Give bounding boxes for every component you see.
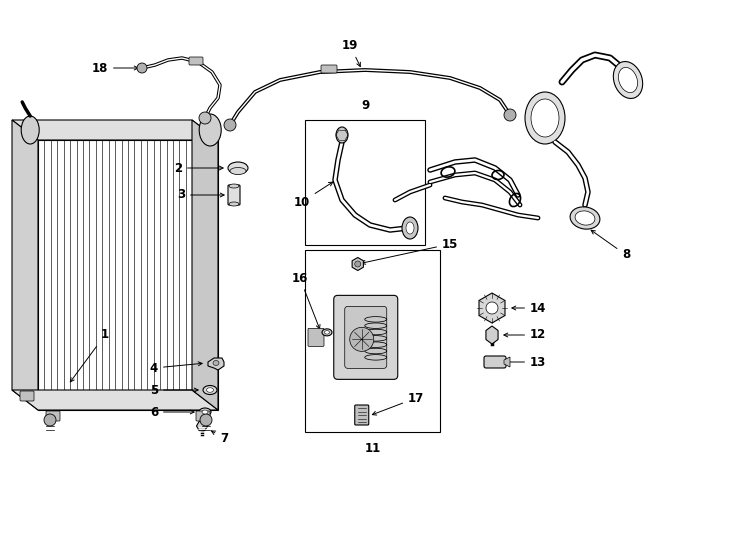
Ellipse shape — [199, 114, 221, 146]
Circle shape — [200, 414, 212, 426]
FancyBboxPatch shape — [308, 328, 324, 346]
Circle shape — [44, 414, 56, 426]
Ellipse shape — [570, 207, 600, 229]
Ellipse shape — [531, 99, 559, 137]
Ellipse shape — [203, 386, 217, 395]
Polygon shape — [12, 120, 38, 410]
Bar — [305, 120, 425, 245]
Ellipse shape — [229, 202, 239, 206]
Text: 17: 17 — [372, 392, 424, 415]
FancyBboxPatch shape — [345, 306, 387, 368]
Ellipse shape — [230, 167, 246, 174]
Ellipse shape — [406, 222, 414, 234]
FancyBboxPatch shape — [484, 356, 506, 368]
Ellipse shape — [228, 162, 248, 174]
Ellipse shape — [229, 184, 239, 188]
Ellipse shape — [402, 217, 418, 239]
FancyBboxPatch shape — [355, 405, 368, 425]
FancyBboxPatch shape — [189, 57, 203, 65]
Text: 1: 1 — [70, 328, 109, 382]
Text: 9: 9 — [361, 99, 369, 112]
Text: 13: 13 — [504, 355, 546, 368]
Text: 16: 16 — [291, 272, 320, 329]
Polygon shape — [192, 120, 218, 410]
Text: 5: 5 — [150, 383, 198, 396]
Ellipse shape — [199, 408, 211, 416]
Text: 3: 3 — [177, 188, 224, 201]
Polygon shape — [479, 293, 505, 323]
Bar — [305, 250, 440, 432]
Text: 2: 2 — [174, 161, 223, 174]
Text: 19: 19 — [342, 39, 360, 66]
Polygon shape — [12, 390, 218, 410]
Ellipse shape — [21, 116, 39, 144]
Ellipse shape — [614, 62, 643, 98]
Text: 7: 7 — [211, 431, 228, 444]
Circle shape — [199, 112, 211, 124]
FancyBboxPatch shape — [196, 411, 210, 421]
Ellipse shape — [202, 410, 208, 414]
Text: 4: 4 — [150, 361, 202, 375]
FancyBboxPatch shape — [321, 65, 337, 73]
Ellipse shape — [336, 127, 348, 143]
Polygon shape — [208, 358, 224, 370]
Text: 14: 14 — [512, 301, 546, 314]
Text: 6: 6 — [150, 406, 194, 419]
Text: 12: 12 — [504, 328, 546, 341]
Ellipse shape — [322, 329, 332, 336]
FancyBboxPatch shape — [46, 411, 60, 421]
Ellipse shape — [324, 330, 330, 334]
Polygon shape — [352, 258, 363, 271]
Polygon shape — [38, 140, 218, 410]
Ellipse shape — [525, 92, 565, 144]
Text: 8: 8 — [591, 230, 631, 261]
Text: 18: 18 — [92, 62, 138, 75]
Polygon shape — [12, 120, 218, 140]
Circle shape — [504, 109, 516, 121]
Circle shape — [486, 302, 498, 314]
Polygon shape — [486, 326, 498, 344]
FancyBboxPatch shape — [228, 185, 240, 205]
Circle shape — [137, 63, 147, 73]
FancyBboxPatch shape — [334, 295, 398, 380]
Text: 15: 15 — [362, 238, 458, 264]
Ellipse shape — [575, 211, 595, 225]
FancyBboxPatch shape — [20, 391, 34, 401]
Ellipse shape — [213, 361, 219, 366]
Text: 11: 11 — [364, 442, 381, 455]
Ellipse shape — [206, 388, 214, 392]
Circle shape — [355, 261, 360, 267]
Circle shape — [349, 327, 374, 352]
Ellipse shape — [619, 68, 638, 92]
Text: 10: 10 — [294, 182, 333, 208]
Circle shape — [224, 119, 236, 131]
Polygon shape — [504, 357, 510, 367]
Polygon shape — [197, 421, 208, 431]
